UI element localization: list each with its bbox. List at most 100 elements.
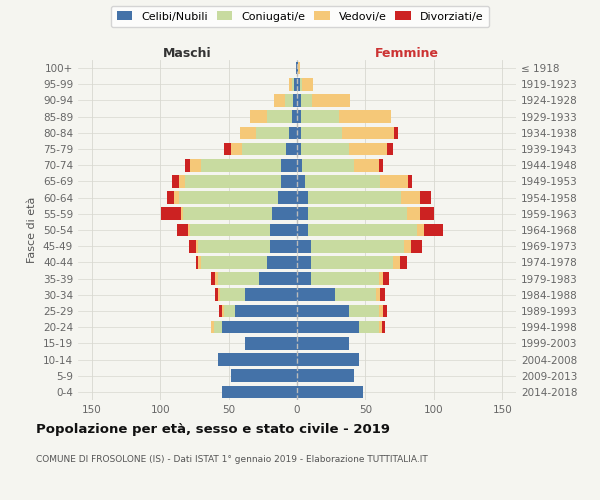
Bar: [349, 304, 379, 318]
Text: COMUNE DI FROSOLONE (IS) - Dati ISTAT 1° gennaio 2019 - Elaborazione TUTTITALIA.: COMUNE DI FROSOLONE (IS) - Dati ISTAT 1°…: [36, 455, 428, 464]
Bar: [218, 288, 220, 301]
Bar: [308, 208, 407, 220]
Bar: [214, 321, 222, 334]
Bar: [379, 304, 383, 318]
Bar: [400, 256, 407, 268]
Bar: [284, 94, 293, 107]
Bar: [201, 159, 281, 172]
Bar: [297, 321, 359, 334]
Bar: [167, 192, 174, 204]
Bar: [340, 110, 391, 123]
Bar: [298, 62, 300, 74]
Bar: [179, 175, 185, 188]
Bar: [211, 272, 215, 285]
Bar: [383, 272, 389, 285]
Bar: [297, 94, 301, 107]
Bar: [380, 288, 385, 301]
Bar: [312, 94, 350, 107]
Bar: [267, 110, 292, 123]
Bar: [379, 321, 382, 334]
Bar: [379, 272, 383, 285]
Y-axis label: Fasce di età: Fasce di età: [28, 197, 37, 263]
Bar: [222, 304, 224, 318]
Bar: [292, 78, 294, 90]
Bar: [302, 159, 355, 172]
Bar: [224, 304, 235, 318]
Bar: [245, 288, 297, 301]
Bar: [281, 159, 297, 172]
Bar: [190, 159, 201, 172]
Bar: [176, 224, 188, 236]
Bar: [259, 272, 297, 285]
Bar: [380, 175, 408, 188]
Bar: [297, 272, 311, 285]
Bar: [235, 304, 297, 318]
Bar: [196, 256, 199, 268]
Bar: [418, 224, 424, 236]
Bar: [297, 175, 305, 188]
Bar: [269, 224, 297, 236]
Bar: [420, 208, 434, 220]
Text: Popolazione per età, sesso e stato civile - 2019: Popolazione per età, sesso e stato civil…: [36, 422, 390, 436]
Bar: [394, 126, 398, 139]
Bar: [201, 256, 267, 268]
Bar: [267, 256, 297, 268]
Bar: [420, 192, 431, 204]
Bar: [187, 224, 190, 236]
Bar: [311, 272, 379, 285]
Bar: [218, 272, 259, 285]
Bar: [184, 208, 272, 220]
Bar: [297, 386, 363, 398]
Text: Maschi: Maschi: [163, 47, 212, 60]
Text: Femmine: Femmine: [374, 47, 439, 60]
Bar: [281, 175, 297, 188]
Bar: [308, 192, 401, 204]
Bar: [222, 321, 297, 334]
Bar: [199, 240, 269, 252]
Bar: [297, 256, 311, 268]
Legend: Celibi/Nubili, Coniugati/e, Vedovi/e, Divorziati/e: Celibi/Nubili, Coniugati/e, Vedovi/e, Di…: [111, 6, 489, 27]
Bar: [220, 288, 245, 301]
Bar: [218, 353, 297, 366]
Bar: [297, 353, 359, 366]
Bar: [393, 256, 400, 268]
Bar: [256, 126, 289, 139]
Bar: [297, 208, 308, 220]
Bar: [296, 62, 297, 74]
Bar: [219, 304, 222, 318]
Bar: [379, 159, 383, 172]
Bar: [232, 370, 297, 382]
Bar: [297, 240, 311, 252]
Bar: [302, 78, 313, 90]
Bar: [335, 288, 376, 301]
Bar: [308, 224, 418, 236]
Bar: [342, 126, 394, 139]
Bar: [245, 337, 297, 349]
Bar: [300, 78, 302, 90]
Bar: [376, 288, 380, 301]
Bar: [293, 94, 297, 107]
Bar: [382, 321, 385, 334]
Bar: [222, 386, 297, 398]
Bar: [297, 192, 308, 204]
Bar: [301, 142, 349, 156]
Bar: [349, 142, 388, 156]
Bar: [286, 142, 297, 156]
Bar: [190, 224, 269, 236]
Bar: [181, 208, 184, 220]
Bar: [297, 337, 349, 349]
Bar: [250, 110, 267, 123]
Bar: [407, 208, 420, 220]
Bar: [401, 192, 420, 204]
Bar: [301, 110, 340, 123]
Bar: [189, 240, 196, 252]
Bar: [355, 159, 379, 172]
Bar: [215, 272, 218, 285]
Bar: [297, 78, 300, 90]
Bar: [232, 142, 242, 156]
Bar: [224, 142, 232, 156]
Bar: [278, 192, 297, 204]
Bar: [359, 321, 379, 334]
Bar: [297, 224, 308, 236]
Bar: [242, 142, 286, 156]
